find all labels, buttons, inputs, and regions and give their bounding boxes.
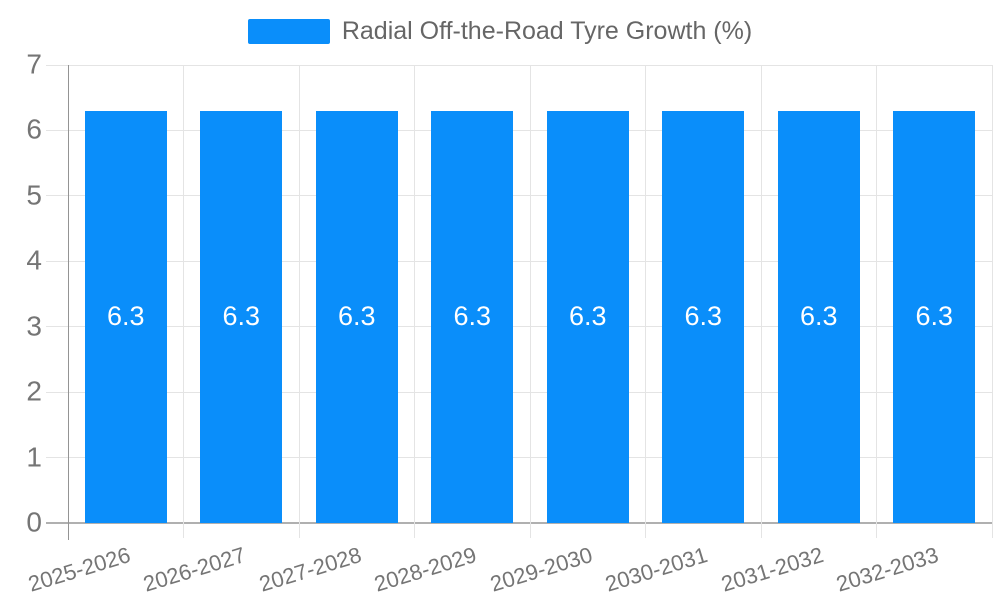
x-gridline — [991, 65, 993, 523]
x-gridline — [645, 65, 646, 523]
bar[interactable] — [546, 110, 629, 523]
x-axis-tick-label: 2028-2029 — [371, 542, 480, 597]
bar[interactable] — [200, 110, 283, 523]
y-gridline — [46, 129, 992, 131]
legend: Radial Off-the-Road Tyre Growth (%) — [0, 17, 1000, 46]
legend-label: Radial Off-the-Road Tyre Growth (%) — [341, 17, 753, 45]
x-gridline — [876, 65, 877, 523]
y-axis-tick-label: 1 — [26, 441, 42, 473]
x-axis-line — [46, 522, 992, 524]
y-gridline — [46, 326, 992, 328]
bar[interactable] — [84, 110, 167, 523]
y-axis-tick-label: 7 — [26, 48, 42, 80]
y-axis-tick-label: 5 — [26, 179, 42, 211]
x-axis-tick — [760, 523, 762, 538]
y-axis-tick-label: 0 — [26, 506, 42, 538]
bar-value-label: 6.3 — [337, 301, 376, 332]
bar[interactable] — [777, 110, 860, 523]
bar-value-label: 6.3 — [568, 301, 607, 332]
y-gridline — [46, 260, 992, 262]
y-axis-tick-label: 4 — [26, 244, 42, 276]
bar[interactable] — [431, 110, 514, 523]
x-gridline — [298, 65, 300, 523]
bar[interactable] — [662, 110, 745, 523]
x-axis-tick — [414, 523, 415, 538]
x-axis-tick-label: 2026-2027 — [140, 542, 249, 597]
y-axis-tick-label: 6 — [26, 113, 42, 145]
y-gridline — [46, 64, 992, 66]
y-axis-tick-label: 3 — [26, 310, 42, 342]
x-axis-tick-label: 2030-2031 — [602, 542, 711, 597]
bar-value-label: 6.3 — [222, 301, 261, 332]
legend-item[interactable]: Radial Off-the-Road Tyre Growth (%) — [247, 17, 753, 46]
x-axis-tick — [991, 523, 993, 538]
x-gridline — [414, 65, 415, 523]
bar-value-label: 6.3 — [799, 301, 838, 332]
x-axis-tick-label: 2032-2033 — [833, 542, 942, 597]
x-gridline — [760, 65, 762, 523]
bar[interactable] — [893, 110, 976, 523]
x-axis-tick-label: 2029-2030 — [486, 542, 595, 597]
bar-value-label: 6.3 — [684, 301, 723, 332]
legend-swatch-icon — [247, 19, 330, 44]
x-axis-tick — [645, 523, 646, 538]
y-axis-tick-label: 2 — [26, 375, 42, 407]
x-axis-tick-label: 2025-2026 — [24, 542, 133, 597]
x-axis-tick — [876, 523, 877, 538]
bar[interactable] — [315, 110, 398, 523]
y-axis-line — [67, 65, 69, 540]
y-gridline — [46, 195, 992, 197]
y-gridline — [46, 391, 992, 393]
bar-value-label: 6.3 — [453, 301, 492, 332]
y-gridline — [46, 457, 992, 459]
x-axis-tick — [529, 523, 531, 538]
x-gridline — [183, 65, 184, 523]
x-axis-tick-label: 2031-2032 — [717, 542, 826, 597]
x-axis-tick — [298, 523, 300, 538]
x-axis-tick-label: 2027-2028 — [255, 542, 364, 597]
bar-value-label: 6.3 — [106, 301, 145, 332]
x-gridline — [529, 65, 531, 523]
bar-value-label: 6.3 — [915, 301, 954, 332]
x-axis-tick — [183, 523, 184, 538]
